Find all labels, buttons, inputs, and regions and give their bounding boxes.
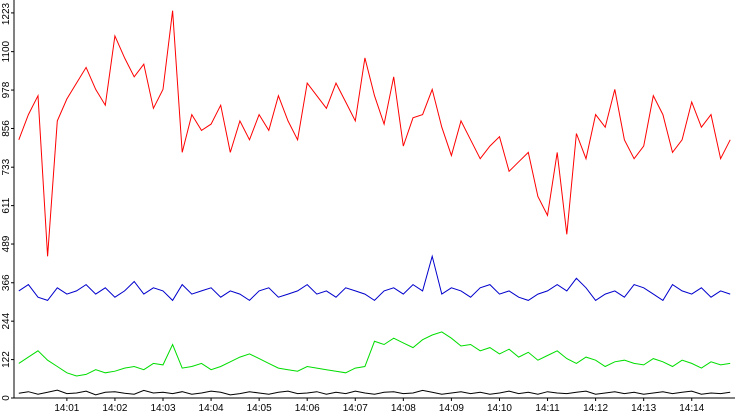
x-tick-label: 14:10	[487, 403, 512, 414]
x-tick-label: 14:05	[247, 403, 272, 414]
series-line	[18, 254, 731, 302]
y-tick-label: 856	[1, 120, 12, 137]
x-tick-label: 14:12	[583, 403, 608, 414]
y-tick-label: 366	[1, 274, 12, 291]
x-tick-label: 14:07	[343, 403, 368, 414]
y-tick-label: 978	[1, 81, 12, 98]
series-line	[18, 331, 731, 377]
x-tick-label: 14:14	[679, 403, 704, 414]
x-tick-label: 14:11	[535, 403, 560, 414]
x-tick-label: 14:08	[391, 403, 416, 414]
y-tick-label: 611	[1, 197, 12, 213]
y-tick-label: 0	[1, 395, 12, 401]
x-tick-label: 14:09	[439, 403, 464, 414]
x-tick-label: 14:03	[150, 403, 175, 414]
x-tick-label: 14:13	[631, 403, 656, 414]
y-tick-label: 1100	[1, 40, 12, 62]
y-tick-label: 733	[1, 158, 12, 175]
x-tick-label: 14:06	[295, 403, 320, 414]
series-line	[18, 389, 731, 396]
y-tick-label: 122	[1, 351, 12, 368]
y-tick-label: 489	[1, 235, 12, 252]
x-tick-label: 14:02	[102, 403, 127, 414]
series-line	[18, 10, 731, 257]
x-tick-label: 14:04	[199, 403, 224, 414]
y-tick-label: 244	[1, 312, 12, 329]
y-tick-label: 1223	[1, 2, 12, 25]
x-tick-label: 14:01	[54, 403, 79, 414]
